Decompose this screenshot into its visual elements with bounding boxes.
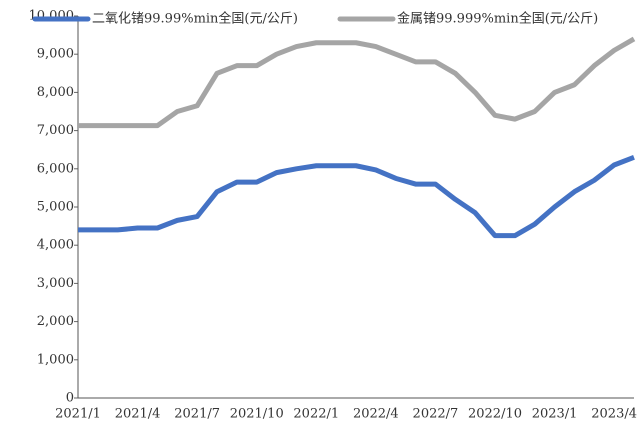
legend-label: 二氧化锗99.99%min全国(元/公斤) xyxy=(92,11,298,27)
x-tick-label: 2022/1 xyxy=(293,407,339,422)
x-tick-label: 2023/4 xyxy=(591,407,637,422)
x-tick-label: 2022/4 xyxy=(353,407,399,422)
x-tick-label: 2023/1 xyxy=(532,407,578,422)
y-tick-label: 6,000 xyxy=(37,161,74,176)
x-tick-label: 2021/4 xyxy=(115,407,161,422)
y-tick-label: 1,000 xyxy=(37,352,74,367)
y-tick-label: 2,000 xyxy=(37,314,74,329)
y-tick-label: 0 xyxy=(66,391,74,406)
y-tick-label: 9,000 xyxy=(37,47,74,62)
y-tick-label: 8,000 xyxy=(37,85,74,100)
x-tick-label: 2022/7 xyxy=(413,407,459,422)
y-tick-label: 4,000 xyxy=(37,238,74,253)
y-tick-label: 5,000 xyxy=(37,200,74,215)
x-tick-label: 2022/10 xyxy=(468,407,522,422)
series-line xyxy=(78,155,635,239)
x-tick-label: 2021/1 xyxy=(55,407,101,422)
x-tick-label: 2021/7 xyxy=(174,407,220,422)
y-tick-label: 3,000 xyxy=(37,276,74,291)
series-line xyxy=(78,36,636,129)
y-tick-label: 7,000 xyxy=(37,123,74,138)
legend-label: 金属锗99.999%min全国(元/公斤) xyxy=(397,11,598,27)
x-tick-label: 2021/10 xyxy=(230,407,284,422)
